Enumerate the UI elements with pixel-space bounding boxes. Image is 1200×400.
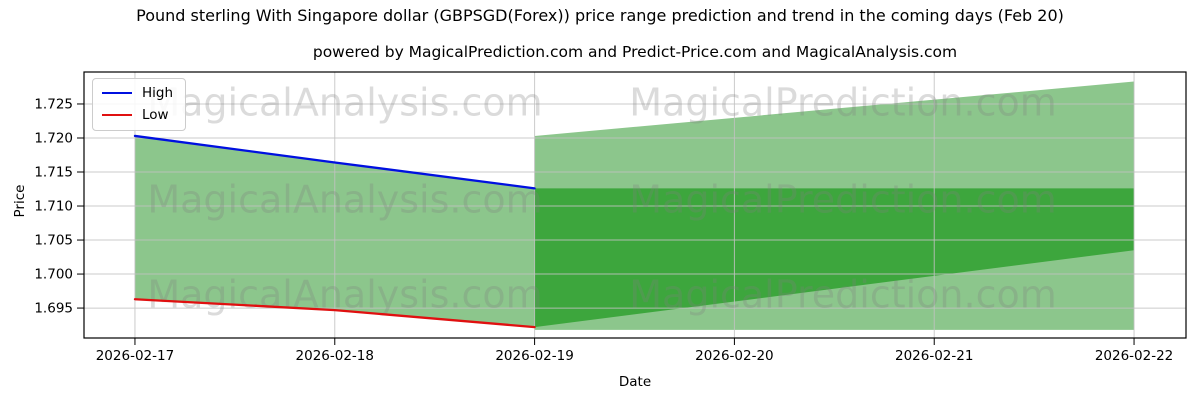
watermark-analysis: MagicalAnalysis.com bbox=[147, 81, 542, 125]
forecast-inner-band bbox=[534, 188, 1135, 328]
y-tick-label: 1.715 bbox=[34, 165, 73, 181]
y-tick-label: 1.725 bbox=[34, 96, 73, 112]
legend-label-high: High bbox=[142, 85, 174, 101]
y-tick-label: 1.710 bbox=[34, 199, 73, 215]
legend-item-low: Low bbox=[102, 106, 173, 123]
x-tick-label: 2026-02-21 bbox=[895, 348, 973, 364]
y-tick-label: 1.720 bbox=[34, 130, 73, 146]
watermark-analysis: MagicalAnalysis.com bbox=[147, 178, 542, 222]
y-tick-label: 1.700 bbox=[34, 267, 73, 283]
high-line-swatch bbox=[102, 92, 132, 95]
low-line bbox=[133, 298, 536, 329]
watermark-prediction: MagicalPrediction.com bbox=[629, 81, 1057, 125]
legend-item-high: High bbox=[102, 86, 173, 101]
low-line-swatch bbox=[102, 114, 132, 117]
watermark-prediction: MagicalPrediction.com bbox=[629, 178, 1057, 222]
watermark-analysis: MagicalAnalysis.com bbox=[147, 273, 542, 317]
watermark-prediction: MagicalPrediction.com bbox=[629, 273, 1057, 317]
x-tick-label: 2026-02-19 bbox=[495, 348, 573, 364]
x-tick-label: 2026-02-18 bbox=[296, 348, 374, 364]
legend-label-low: Low bbox=[142, 106, 169, 123]
x-tick-label: 2026-02-17 bbox=[96, 348, 174, 364]
x-tick-label: 2026-02-20 bbox=[695, 348, 773, 364]
high-line bbox=[133, 134, 536, 190]
plot-border bbox=[83, 71, 1187, 339]
x-tick-label: 2026-02-22 bbox=[1095, 348, 1173, 364]
legend: High Low bbox=[92, 78, 187, 131]
chart-subtitle: powered by MagicalPrediction.com and Pre… bbox=[312, 43, 958, 61]
x-axis-label: Date bbox=[618, 374, 652, 390]
chart-title: Pound sterling With Singapore dollar (GB… bbox=[136, 6, 1064, 25]
y-tick-label: 1.695 bbox=[34, 301, 73, 317]
y-tick-label: 1.705 bbox=[34, 233, 73, 249]
